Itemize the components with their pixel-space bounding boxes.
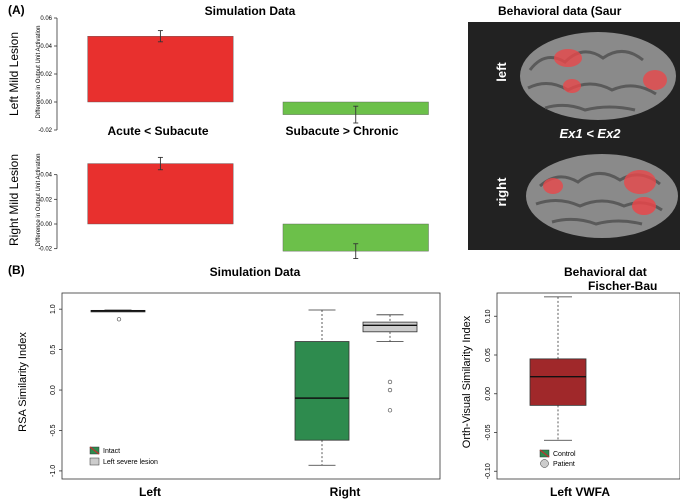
brain-contrast-label: Ex1 < Ex2 <box>559 126 621 141</box>
brain-right-activation-3 <box>632 197 656 215</box>
brain-left-gyri <box>527 50 657 112</box>
orth-y-tick-label: 0.10 <box>485 309 492 323</box>
rsa-y-tick-label: -1.0 <box>50 465 57 477</box>
bar-a2-y-tick-label: 0.02 <box>40 197 52 203</box>
bar-a1-bar-1 <box>87 36 234 103</box>
orth-control-box <box>529 358 587 406</box>
legend-patient-label: Patient <box>553 461 575 468</box>
legend-control-label: Control <box>553 451 576 458</box>
rsa-right-lesion-box <box>362 321 418 333</box>
brain-left-image <box>520 32 676 120</box>
rsa-left-lesion-outlier <box>116 317 122 322</box>
bar-a2-bar-1 <box>87 163 234 225</box>
rsa-y-tick-label: 1.0 <box>50 304 57 314</box>
bar-a2-y-tick-label: 0.04 <box>40 173 52 179</box>
brain-left-activation-2 <box>563 79 581 93</box>
panel-b-sim-title: Simulation Data <box>210 265 301 279</box>
orth-y-tick-label: 0.05 <box>485 348 492 362</box>
row-label-left: Left Mild Lesion <box>7 32 21 116</box>
box-ylabel-orth: Orth-Visual Similarity Index <box>461 315 473 448</box>
legend-intact-label: Intact <box>103 448 120 455</box>
legend-lesion-label: Left severe lesion <box>103 459 158 466</box>
row-label-right: Right Mild Lesion <box>7 154 21 246</box>
box-plot-rsa: -1.0 -0.5 0.0 0.5 1.0 Intact Left severe lesio… <box>50 292 441 480</box>
bar-chart-right-lesion: -0.02 0.00 0.02 0.04 <box>38 156 429 259</box>
orth-plot-frame <box>496 292 680 480</box>
rsa-plot-frame <box>61 292 441 480</box>
legend-lesion-swatch <box>89 457 100 466</box>
panel-a-beh-title: Behavioral data (Saur <box>498 4 622 18</box>
panel-b-beh-title-2: Fischer-Bau <box>588 279 657 293</box>
rsa-y-tick-label: 0.5 <box>50 345 57 355</box>
ylabel-a2: Difference in Output Unit Activation <box>36 154 42 247</box>
brain-left-activation-3 <box>643 70 667 90</box>
legend-patient-swatch <box>540 459 549 468</box>
bar-a1-y-tick-label: -0.02 <box>38 128 52 134</box>
brain-label-right: right <box>494 177 509 207</box>
panel-b-beh-title-1: Behavioral dat <box>564 265 647 279</box>
brain-left-activation-1 <box>554 49 582 67</box>
rsa-y-tick-label: -0.5 <box>50 424 57 436</box>
box-xlabel-vwfa: Left VWFA <box>550 485 610 499</box>
rsa-right-lesion-outlier <box>387 379 393 385</box>
box-xlabel-left: Left <box>139 485 161 499</box>
bar-a1-y-tick-label: 0.06 <box>40 16 52 22</box>
comparison-left-label: Acute < Subacute <box>107 124 208 138</box>
rsa-y-tick-label: 0.0 <box>50 385 57 395</box>
comparison-right-label: Subacute > Chronic <box>285 124 398 138</box>
rsa-right-lesion-outlier <box>387 387 393 393</box>
brain-right-image <box>526 154 678 238</box>
brain-panel: left Ex1 < Ex2 right <box>468 22 680 250</box>
orth-y-tick-label: -0.05 <box>485 424 492 440</box>
bar-a1-y-tick-label: 0.04 <box>40 44 52 50</box>
brain-label-left: left <box>494 62 509 82</box>
panel-b-label: (B) <box>8 263 25 277</box>
brain-right-activation-2 <box>624 170 656 194</box>
legend-intact-swatch-stripe <box>89 446 100 455</box>
bar-a1-y-tick-label: 0.00 <box>40 100 52 106</box>
brain-right-shape <box>526 154 678 238</box>
box-ylabel-rsa: RSA Similarity Index <box>17 332 29 432</box>
orth-y-tick-label: 0.00 <box>485 387 492 401</box>
orth-y-tick-label: -0.10 <box>485 463 492 479</box>
panel-a-sim-title: Simulation Data <box>205 4 296 18</box>
box-xlabel-right: Right <box>330 485 361 499</box>
rsa-right-lesion-outlier <box>387 408 393 413</box>
brain-right-activation-1 <box>543 178 563 194</box>
legend-control-swatch-stripe <box>539 449 550 458</box>
bar-a1-y-tick-label: 0.02 <box>40 72 52 78</box>
bar-a2-y-tick-label: -0.02 <box>38 247 52 253</box>
bar-a2-y-tick-label: 0.00 <box>40 222 52 228</box>
box-plot-orth-visual: -0.10 -0.05 0.00 0.05 0.10 Control Patient <box>485 292 680 480</box>
panel-a-label: (A) <box>8 3 25 17</box>
ylabel-a1: Difference in Output Unit Activation <box>36 26 42 119</box>
rsa-right-intact-box <box>294 341 350 441</box>
bar-chart-left-lesion: -0.02 0.00 0.02 0.04 0.06 <box>38 16 429 134</box>
